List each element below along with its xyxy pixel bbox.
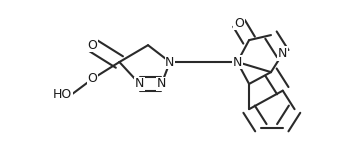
Text: O: O bbox=[87, 39, 97, 52]
Text: N: N bbox=[135, 77, 144, 90]
Text: N: N bbox=[233, 56, 242, 69]
Text: O: O bbox=[234, 17, 244, 30]
Text: N: N bbox=[165, 56, 175, 69]
Text: O: O bbox=[87, 72, 97, 85]
Text: N: N bbox=[278, 47, 288, 60]
Text: N: N bbox=[157, 77, 166, 90]
Text: HO: HO bbox=[53, 88, 72, 101]
